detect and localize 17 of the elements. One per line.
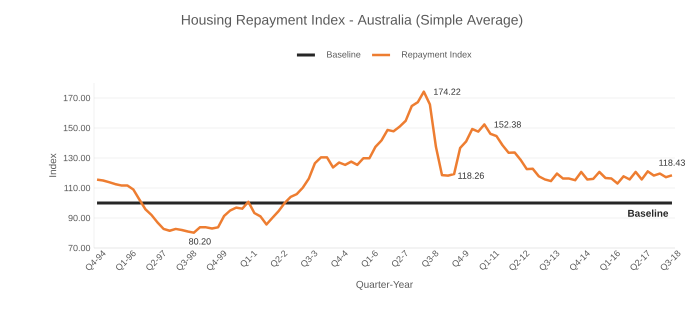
legend-label: Repayment Index (402, 51, 472, 60)
y-tick-label: 90.00 (68, 214, 90, 222)
annotation: Baseline (628, 210, 668, 217)
x-axis-title: Quarter-Year (356, 280, 413, 290)
data-label: 118.26 (458, 172, 484, 179)
data-label: 174.22 (434, 88, 460, 95)
chart-title: Housing Repayment Index - Australia (Simple Average) (182, 14, 522, 28)
y-axis-title: Index (48, 153, 56, 177)
legend-label: Baseline (327, 51, 360, 58)
y-tick-label: 70.00 (68, 244, 90, 252)
y-tick-label: 150.00 (64, 124, 90, 132)
data-label: 80.20 (189, 238, 211, 245)
data-label: 152.38 (494, 121, 521, 128)
data-label: 118.43 (659, 159, 685, 166)
y-tick-label: 170.00 (64, 94, 90, 102)
y-tick-label: 110.00 (64, 184, 90, 192)
y-tick-label: 130.00 (64, 154, 90, 162)
